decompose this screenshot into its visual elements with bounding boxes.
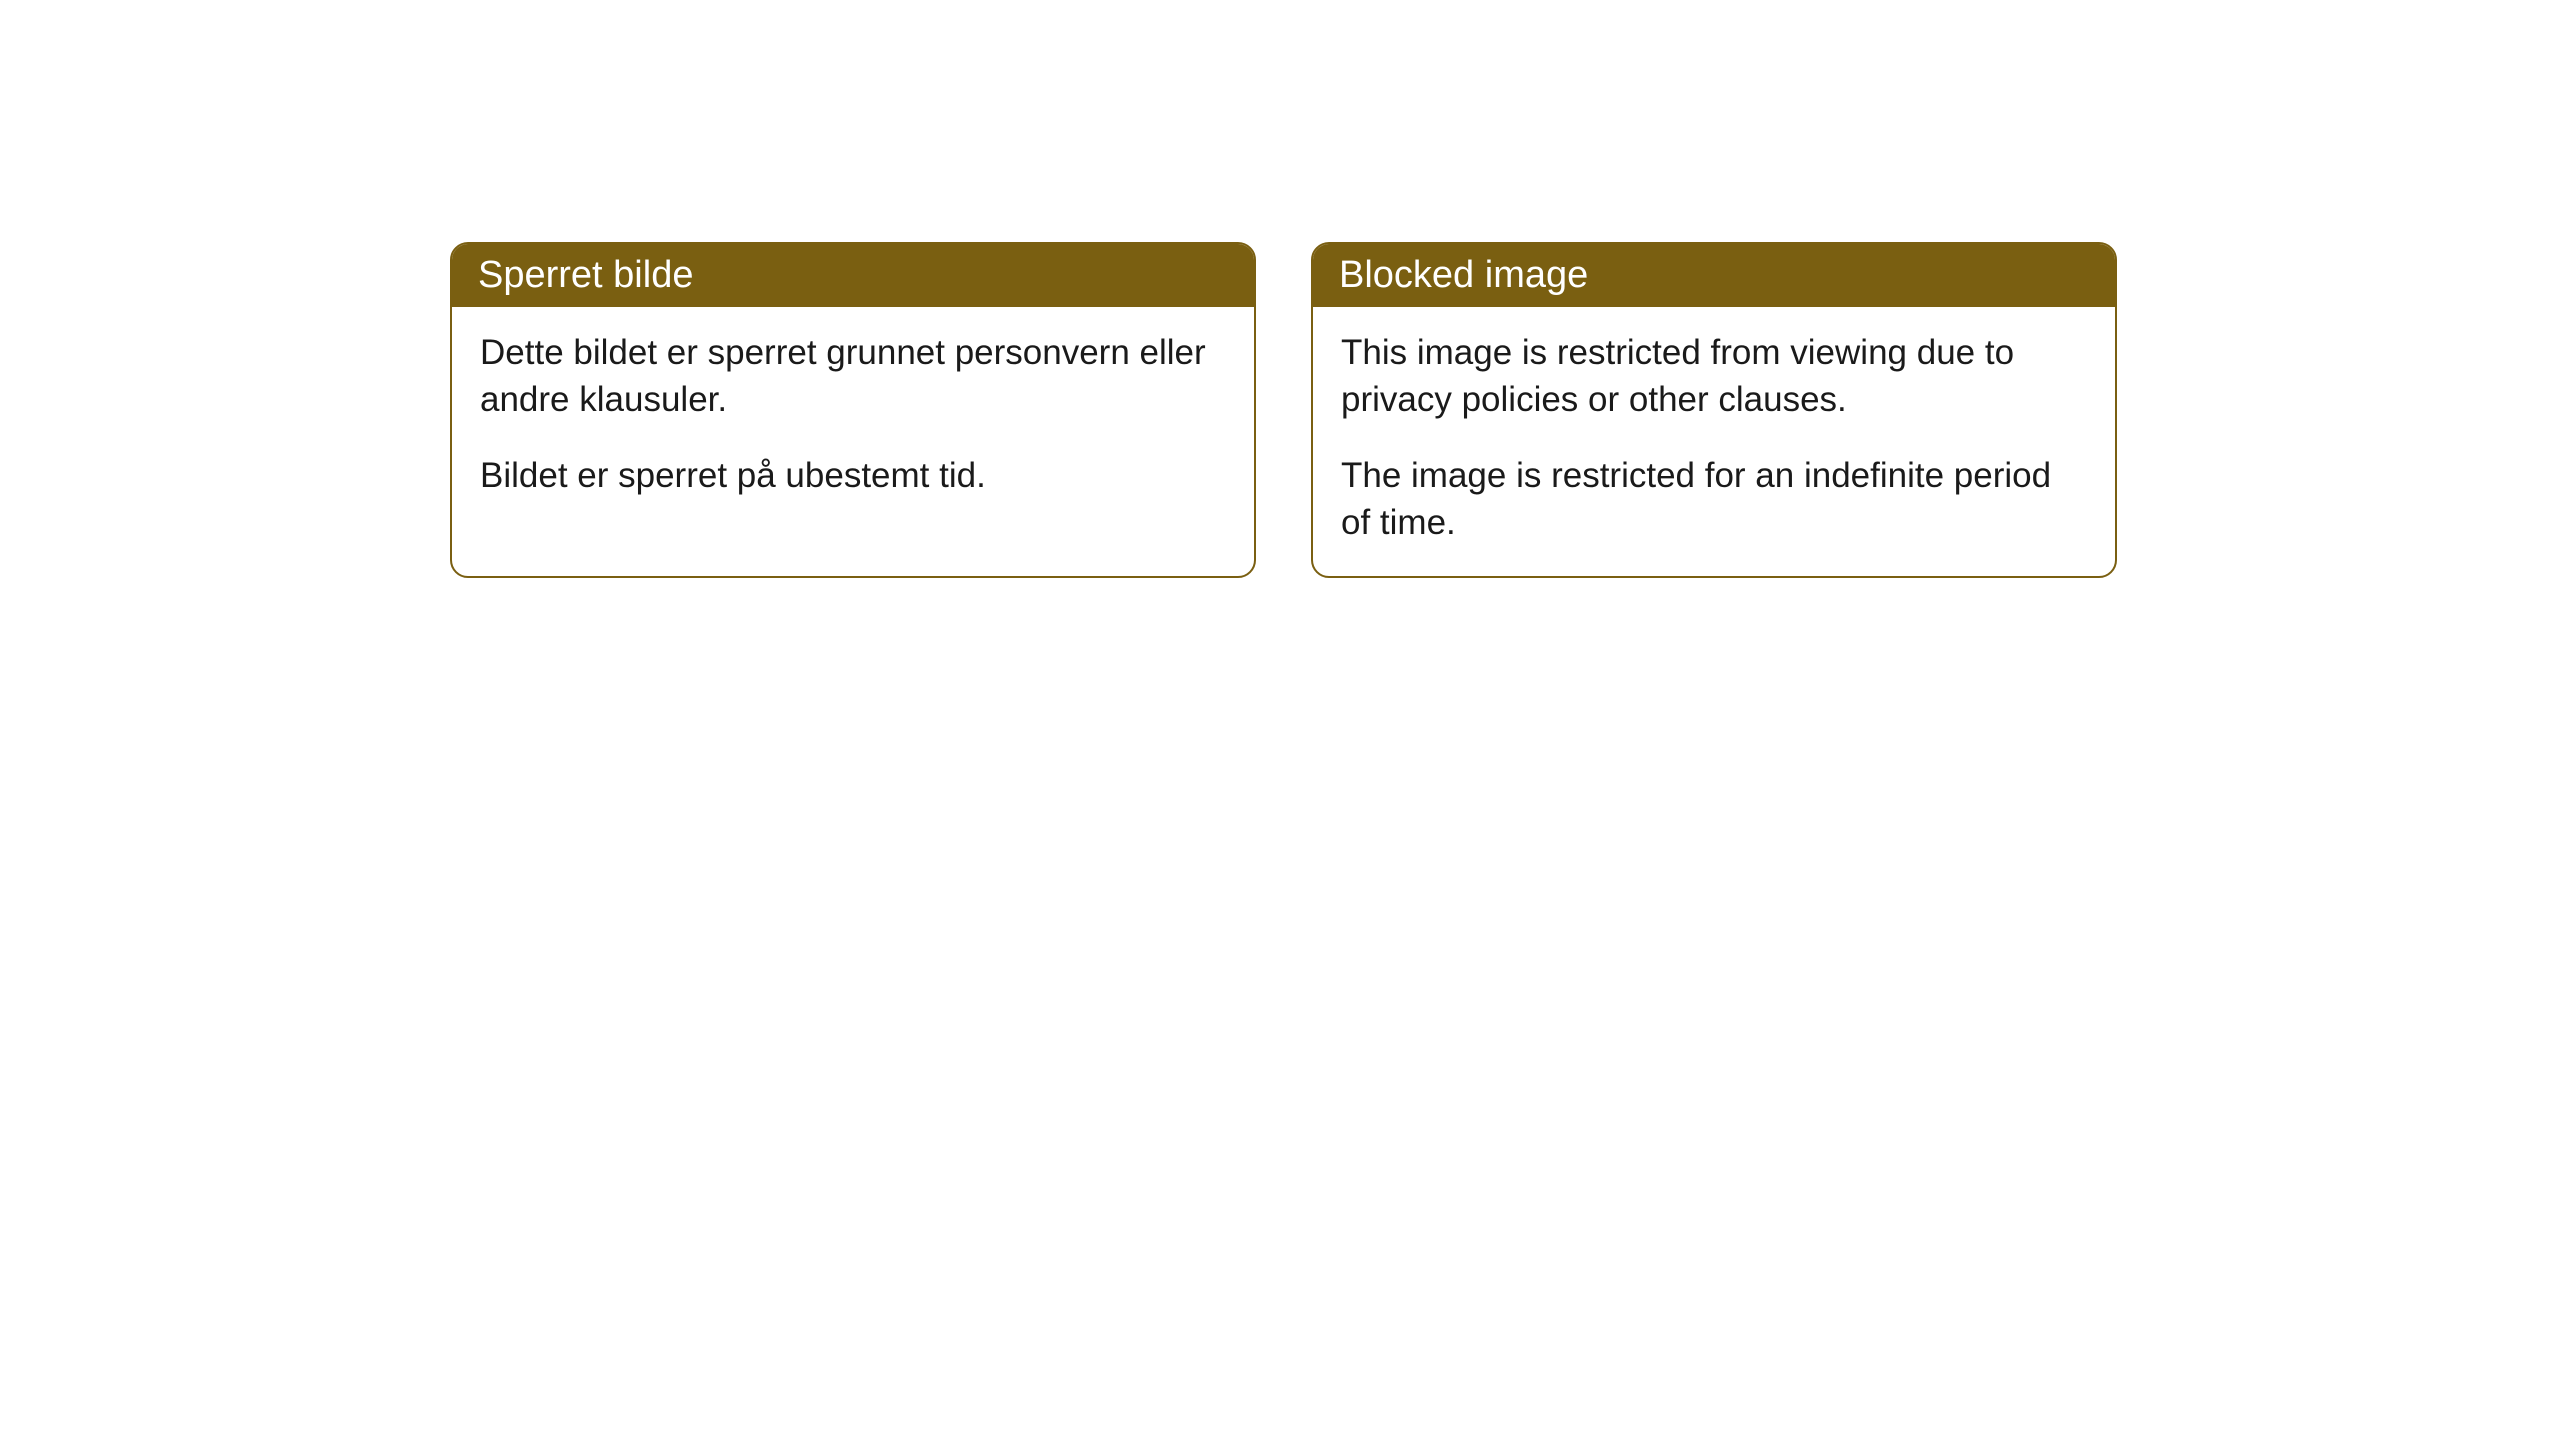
card-paragraph: This image is restricted from viewing du… [1341,329,2087,424]
notice-cards-container: Sperret bilde Dette bildet er sperret gr… [450,242,2560,578]
card-paragraph: Bildet er sperret på ubestemt tid. [480,452,1226,499]
notice-card-english: Blocked image This image is restricted f… [1311,242,2117,578]
card-header: Sperret bilde [452,244,1254,307]
card-body: This image is restricted from viewing du… [1313,307,2115,576]
card-paragraph: Dette bildet er sperret grunnet personve… [480,329,1226,424]
notice-card-norwegian: Sperret bilde Dette bildet er sperret gr… [450,242,1256,578]
card-paragraph: The image is restricted for an indefinit… [1341,452,2087,547]
card-body: Dette bildet er sperret grunnet personve… [452,307,1254,529]
card-header: Blocked image [1313,244,2115,307]
